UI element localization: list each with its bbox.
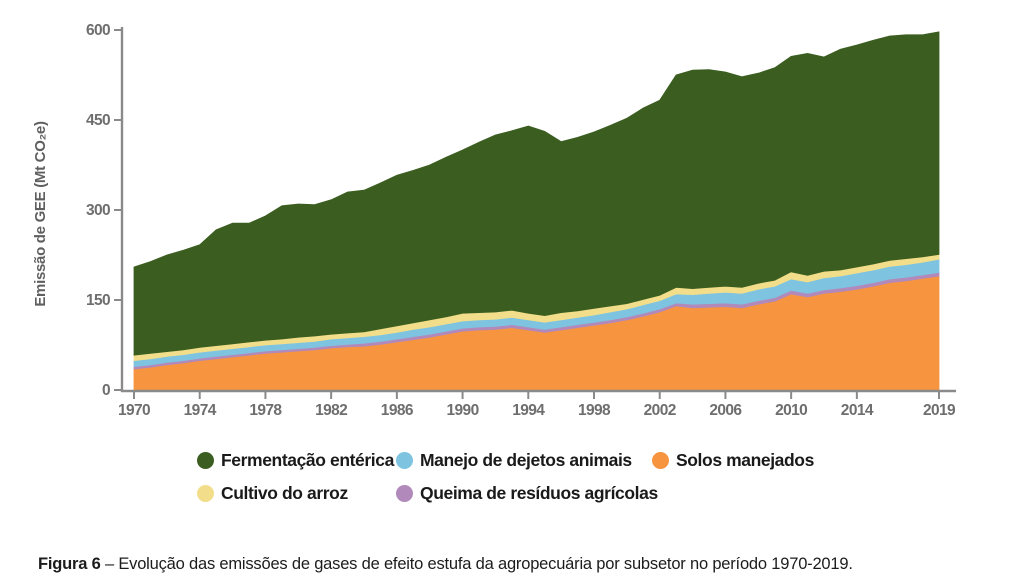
legend-item-solos-manejados: Solos manejados <box>652 450 814 471</box>
area-series-4 <box>133 31 940 356</box>
y-axis-title: Emissão de GEE (Mt CO₂e) <box>32 121 49 307</box>
x-tick-label: 1998 <box>578 402 611 419</box>
legend-item-manejo-dejetos: Manejo de dejetos animais <box>396 450 632 471</box>
legend-label: Manejo de dejetos animais <box>420 450 632 470</box>
legend-swatch-purple <box>396 485 413 502</box>
caption-figure-number: Figura 6 <box>38 555 101 573</box>
x-tick-label: 2002 <box>644 402 676 419</box>
figure-caption: Figura 6 – Evolução das emissões de gase… <box>38 555 998 574</box>
x-tick-label: 1978 <box>249 402 282 419</box>
legend-label: Fermentação entérica <box>221 450 394 470</box>
x-tick-label: 1994 <box>512 402 545 419</box>
legend-swatch-blue <box>396 452 413 469</box>
x-tick-label: 1990 <box>447 402 479 419</box>
x-tick-label: 1986 <box>381 402 414 419</box>
y-tick-label: 300 <box>86 202 110 219</box>
x-tick-label: 2010 <box>775 402 807 419</box>
x-tick-label: 2019 <box>923 402 956 419</box>
legend-item-queima-residuos: Queima de resíduos agrícolas <box>396 483 658 504</box>
legend-label: Cultivo do arroz <box>221 483 348 503</box>
x-tick-label: 1974 <box>184 402 217 419</box>
x-tick-label: 2014 <box>841 402 874 419</box>
y-tick-label: 150 <box>86 292 110 309</box>
legend-item-cultivo-arroz: Cultivo do arroz <box>197 483 348 504</box>
x-tick-label: 2006 <box>709 402 742 419</box>
stacked-area-chart: 0 150 300 450 600 1970 1974 1978 1982 1986 1990 199… <box>32 22 957 419</box>
caption-text: – Evolução das emissões de gases de efei… <box>104 555 853 573</box>
legend-item-fermentacao-enterica: Fermentação entérica <box>197 450 394 471</box>
y-tick-label: 450 <box>86 112 110 129</box>
legend-swatch-orange <box>652 452 669 469</box>
chart-legend: Fermentação entérica Manejo de dejetos a… <box>0 0 1024 503</box>
legend-label: Solos manejados <box>676 450 814 470</box>
legend-swatch-green <box>197 452 214 469</box>
x-tick-label: 1970 <box>118 402 150 419</box>
legend-swatch-yellow <box>197 485 214 502</box>
y-tick-label: 600 <box>86 22 110 39</box>
legend-label: Queima de resíduos agrícolas <box>420 483 658 503</box>
y-tick-label: 0 <box>102 382 110 399</box>
x-tick-label: 1982 <box>315 402 347 419</box>
